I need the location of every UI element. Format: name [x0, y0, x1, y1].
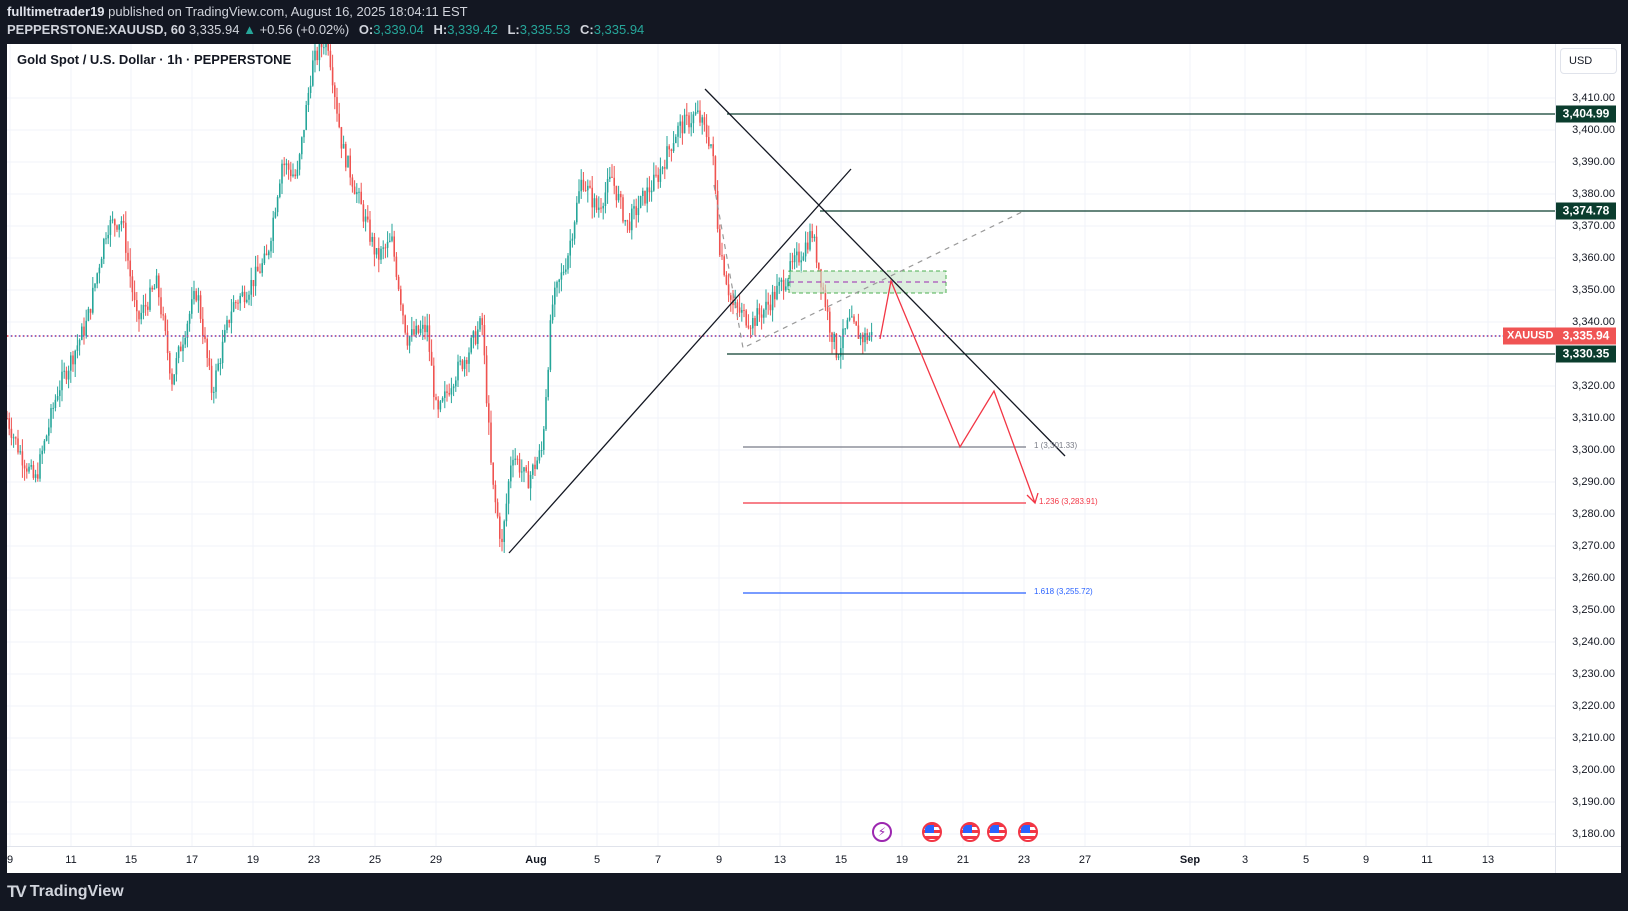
price-tick: 3,240.00	[1572, 636, 1615, 648]
time-tick: 13	[1481, 854, 1495, 866]
price-tick: 3,270.00	[1572, 540, 1615, 552]
price-tick: 3,370.00	[1572, 220, 1615, 232]
price-tick: 3,210.00	[1572, 732, 1615, 744]
us-flag-event-icon[interactable]	[960, 822, 980, 842]
time-tick: 23	[1017, 854, 1031, 866]
us-flag-event-icon[interactable]	[922, 822, 942, 842]
low-value: 3,335.53	[519, 22, 571, 37]
descending-trendline	[704, 88, 1066, 457]
price-tick: 3,360.00	[1572, 252, 1615, 264]
projection-arrow-icon	[1026, 492, 1039, 505]
us-flag-event-icon[interactable]	[1018, 822, 1038, 842]
footer: TV TradingView	[0, 873, 1628, 911]
author-name[interactable]: fulltimetrader19	[7, 4, 105, 19]
close-value: 3,335.94	[593, 22, 645, 37]
tradingview-logo[interactable]: TV TradingView	[7, 882, 124, 902]
time-tick: 3	[1241, 854, 1249, 866]
time-tick: 9	[7, 854, 14, 866]
high-label: H:	[433, 22, 448, 37]
price-tick: 3,320.00	[1572, 380, 1615, 392]
time-tick: 5	[1302, 854, 1310, 866]
price-tick: 3,410.00	[1572, 92, 1615, 104]
price-tick: 3,390.00	[1572, 156, 1615, 168]
price-chart-canvas[interactable]	[7, 44, 1555, 846]
price-tick: 3,190.00	[1572, 796, 1615, 808]
time-tick: 19	[246, 854, 260, 866]
time-tick: 11	[1421, 854, 1433, 866]
time-tick: Sep	[1179, 854, 1201, 866]
time-tick: 7	[654, 854, 662, 866]
rising-trendline	[508, 168, 852, 554]
lightning-event-icon[interactable]: ⚡	[872, 822, 892, 842]
price-tick: 3,300.00	[1572, 444, 1615, 456]
level-tag-3404: 3,404.99	[1556, 105, 1616, 123]
price-tick: 3,310.00	[1572, 412, 1615, 424]
brand-name: TradingView	[29, 883, 124, 900]
fib-label-1: 1 (3,301.33)	[1034, 441, 1078, 450]
tradingview-logo-icon: TV	[7, 882, 27, 901]
price-tick: 3,250.00	[1572, 604, 1615, 616]
fib-label-1236: 1.236 (3,283.91)	[1039, 497, 1098, 506]
publish-info: fulltimetrader19 published on TradingVie…	[7, 4, 468, 19]
price-tick: 3,280.00	[1572, 508, 1615, 520]
price-tick: 3,260.00	[1572, 572, 1615, 584]
close-label: C:	[579, 22, 594, 37]
high-value: 3,339.42	[447, 22, 498, 37]
ohlc-legend: PEPPERSTONE:XAUUSD, 60 3,335.94 ▲ +0.56 …	[7, 22, 644, 37]
last-price: 3,335.94	[188, 22, 240, 37]
fib-label-1618: 1.618 (3,255.72)	[1034, 587, 1093, 596]
time-tick: 19	[895, 854, 909, 866]
fib-anchor-lines	[713, 184, 1025, 349]
grid-lines	[7, 44, 1555, 846]
price-tick: 3,290.00	[1572, 476, 1615, 488]
supply-zone	[788, 270, 947, 294]
us-flag-event-icon[interactable]	[987, 822, 1007, 842]
time-tick: 17	[185, 854, 199, 866]
price-tick: 3,340.00	[1572, 316, 1615, 328]
time-tick: 15	[124, 854, 138, 866]
time-tick: 13	[773, 854, 787, 866]
candlesticks	[7, 44, 873, 553]
time-tick: 9	[1362, 854, 1370, 866]
price-change: +0.56 (+0.02%)	[259, 22, 350, 37]
price-tick: 3,380.00	[1572, 188, 1615, 200]
currency-button[interactable]: USD	[1560, 48, 1617, 74]
chart-title: Gold Spot / U.S. Dollar · 1h · PEPPERSTO…	[15, 52, 294, 67]
level-tag-3374: 3,374.78	[1556, 202, 1616, 220]
time-tick: 29	[429, 854, 443, 866]
price-tick: 3,230.00	[1572, 668, 1615, 680]
time-tick: 27	[1078, 854, 1092, 866]
time-tick: 15	[834, 854, 848, 866]
chart-panel[interactable]: Gold Spot / U.S. Dollar · 1h · PEPPERSTO…	[7, 44, 1621, 873]
open-value: 3,339.04	[373, 22, 424, 37]
time-tick: 23	[307, 854, 321, 866]
time-tick: 9	[715, 854, 723, 866]
price-tick: 3,350.00	[1572, 284, 1615, 296]
price-tick: 3,400.00	[1572, 124, 1615, 136]
price-axis[interactable]: USD 3,410.00 3,400.00 3,390.00 3,380.00 3,37…	[1555, 44, 1621, 846]
time-tick: 5	[593, 854, 601, 866]
publish-header: fulltimetrader19 published on TradingVie…	[0, 0, 1628, 44]
open-label: O:	[358, 22, 374, 37]
time-tick: Aug	[525, 854, 547, 866]
axis-corner	[1555, 847, 1621, 873]
time-tick: 11	[65, 854, 77, 866]
time-tick: 25	[368, 854, 382, 866]
symbol-label: PEPPERSTONE:XAUUSD, 60	[7, 22, 186, 37]
price-tick: 3,220.00	[1572, 700, 1615, 712]
symbol-price-tag: XAUUSD	[1503, 327, 1558, 345]
level-tag-3330: 3,330.35	[1556, 345, 1616, 363]
current-price-tag: 3,335.94	[1556, 327, 1616, 345]
up-arrow-icon: ▲	[243, 22, 256, 37]
time-axis[interactable]: 9 11 15 17 19 23 25 29 Aug 5 7 9 13 15 19 21 23 27 Sep 3 5 9 1…	[7, 846, 1621, 873]
publish-text: published on TradingView.com, August 16,…	[104, 4, 468, 19]
time-tick: 21	[956, 854, 970, 866]
projection-path	[879, 278, 1036, 504]
low-label: L:	[507, 22, 520, 37]
price-tick: 3,180.00	[1572, 828, 1615, 840]
price-tick: 3,200.00	[1572, 764, 1615, 776]
